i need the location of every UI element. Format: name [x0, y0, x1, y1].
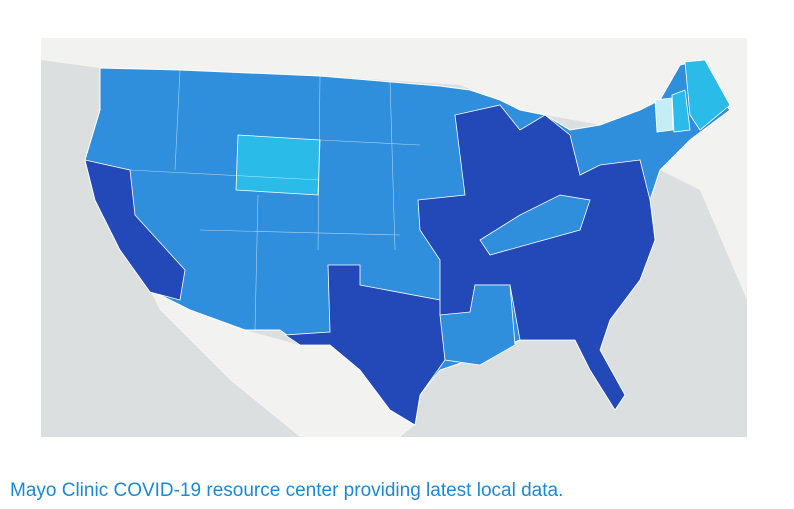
state-medium [439, 284, 516, 366]
state-light [671, 89, 691, 133]
state-dark [84, 159, 186, 301]
map [41, 38, 747, 437]
state-pale [654, 97, 674, 133]
state-light [235, 134, 321, 196]
state-light [684, 59, 731, 131]
state-medium [479, 194, 591, 256]
state-borders [129, 69, 421, 331]
state-dark [283, 264, 446, 426]
mexico [150, 290, 415, 437]
canada [41, 38, 747, 300]
caption-link[interactable]: Mayo Clinic COVID-19 resource center pro… [10, 480, 564, 501]
